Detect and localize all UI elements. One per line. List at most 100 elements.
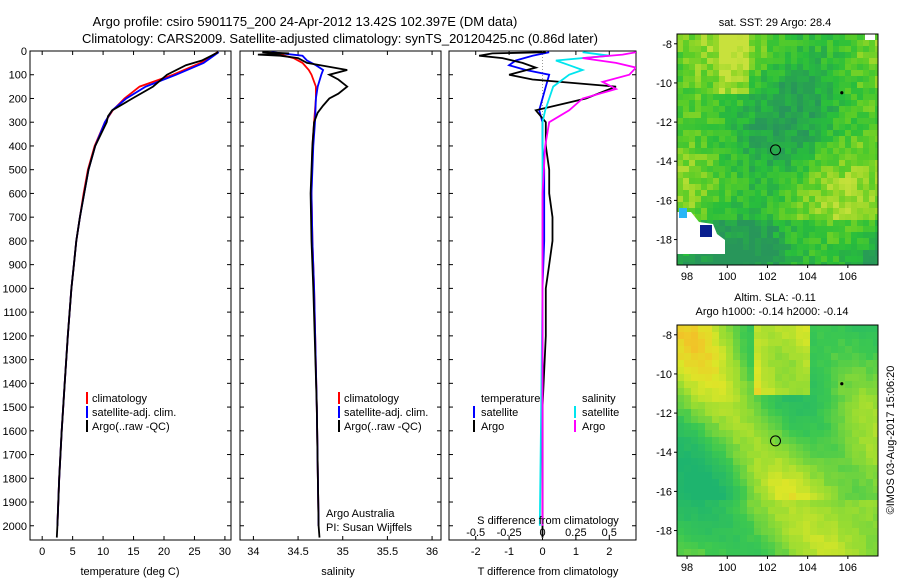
map-cell [761, 325, 768, 332]
map-cell [797, 34, 803, 40]
map-cell [695, 262, 701, 265]
map-cell [731, 208, 737, 214]
map-cell [827, 172, 833, 178]
map-cell [817, 339, 824, 346]
map-cell [695, 82, 701, 88]
map-cell [779, 238, 785, 244]
map-cell [725, 208, 731, 214]
s-diff-tick-label: 0.25 [565, 527, 586, 539]
map-cell [707, 256, 713, 262]
map-cell [782, 500, 789, 507]
map-cell [761, 493, 768, 500]
map-cell [851, 208, 857, 214]
map-cell [761, 130, 767, 136]
map-cell [810, 353, 817, 360]
map-cell [875, 214, 878, 220]
map-cell [791, 250, 797, 256]
map-cell [815, 196, 821, 202]
map-cell [775, 444, 782, 451]
map-cell [873, 409, 878, 416]
map-cell [768, 528, 775, 535]
map-cell [691, 402, 698, 409]
map-cell [873, 507, 878, 514]
map-cell [733, 493, 740, 500]
map-cell [838, 493, 845, 500]
map-cell [817, 521, 824, 528]
map-cell [689, 142, 695, 148]
map-cell [705, 367, 712, 374]
map-cell [851, 88, 857, 94]
map-cell [733, 402, 740, 409]
map-cell [677, 148, 683, 154]
map-cell [875, 202, 878, 208]
map-cell [725, 202, 731, 208]
map-cell [803, 360, 810, 367]
x-tick-label: 100 [718, 271, 736, 283]
map-cell [691, 458, 698, 465]
map-cell [779, 52, 785, 58]
map-cell [712, 458, 719, 465]
map-cell [852, 332, 859, 339]
map-cell [797, 58, 803, 64]
map-cell [857, 100, 863, 106]
map-cell [785, 250, 791, 256]
map-cell [838, 458, 845, 465]
map-cell [740, 409, 747, 416]
map-cell [705, 430, 712, 437]
map-cell [713, 100, 719, 106]
map-cell [803, 325, 810, 332]
map-cell [852, 479, 859, 486]
map-cell [803, 381, 810, 388]
map-cell [838, 360, 845, 367]
map-cell [719, 549, 726, 556]
map-cell [875, 226, 878, 232]
map-cell [827, 130, 833, 136]
map-cell [851, 34, 857, 40]
map-cell [747, 444, 754, 451]
map-cell [815, 166, 821, 172]
map-cell [873, 479, 878, 486]
map-cell [869, 130, 875, 136]
map-cell [809, 142, 815, 148]
map-cell [712, 451, 719, 458]
map-cell [768, 353, 775, 360]
map-cell [821, 100, 827, 106]
map-cell [695, 112, 701, 118]
map-cell [712, 367, 719, 374]
map-cell [677, 325, 684, 332]
map-cell [797, 130, 803, 136]
map-cell [796, 353, 803, 360]
map-cell [677, 184, 683, 190]
map-cell [677, 367, 684, 374]
map-cell [740, 514, 747, 521]
map-cell [863, 106, 869, 112]
map-cell [755, 106, 761, 112]
map-cell [785, 238, 791, 244]
map-cell [713, 172, 719, 178]
map-cell [719, 118, 725, 124]
map-cell [713, 82, 719, 88]
map-cell [740, 500, 747, 507]
map-cell [821, 70, 827, 76]
map-cell [809, 52, 815, 58]
map-cell [747, 549, 754, 556]
map-cell [691, 451, 698, 458]
map-cell [677, 202, 683, 208]
map-cell [689, 202, 695, 208]
map-cell [755, 88, 761, 94]
map-cell [815, 124, 821, 130]
map-cell [749, 160, 755, 166]
map-cell [857, 244, 863, 250]
map-cell [684, 395, 691, 402]
missing-data-area [865, 34, 875, 40]
map-cell [791, 106, 797, 112]
map-cell [725, 214, 731, 220]
map-cell [875, 244, 878, 250]
map-cell [683, 160, 689, 166]
map-cell [733, 367, 740, 374]
map-cell [719, 142, 725, 148]
map-cell [725, 244, 731, 250]
map-cell [698, 353, 705, 360]
map-cell [713, 208, 719, 214]
map-cell [691, 430, 698, 437]
